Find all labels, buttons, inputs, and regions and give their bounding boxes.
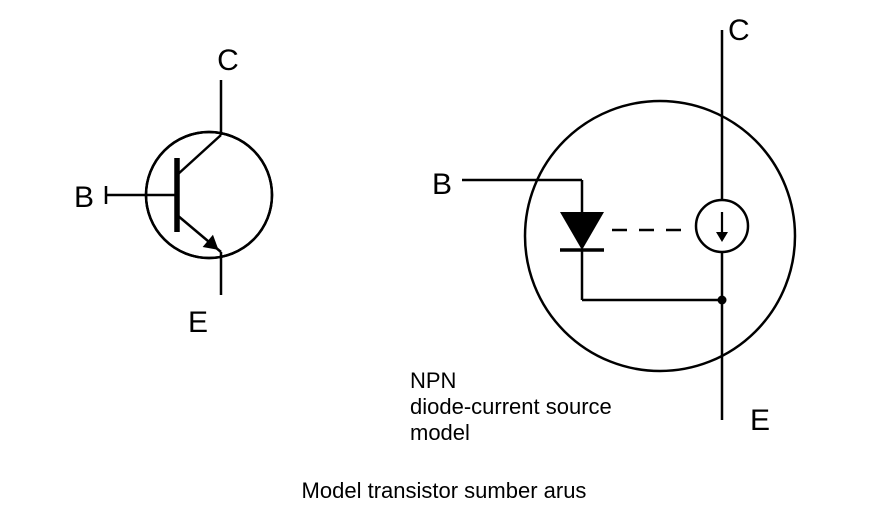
left-label-b: B	[74, 181, 94, 214]
npn-diode-current-source-model: C B E	[432, 14, 795, 437]
model-description-line: NPN	[410, 368, 456, 393]
model-description-line: model	[410, 420, 470, 445]
right-label-c: C	[728, 14, 750, 47]
diode-triangle-icon	[560, 212, 604, 250]
left-label-e: E	[188, 306, 208, 339]
right-label-b: B	[432, 168, 452, 201]
junction-node	[718, 296, 727, 305]
figure-caption: Model transistor sumber arus	[302, 478, 587, 503]
collector-diagonal	[177, 135, 221, 175]
model-description-line: diode-current source	[410, 394, 612, 419]
right-label-e: E	[750, 404, 770, 437]
left-label-c: C	[217, 44, 239, 77]
npn-transistor-symbol: C B E	[74, 44, 272, 339]
model-circle	[525, 101, 795, 371]
